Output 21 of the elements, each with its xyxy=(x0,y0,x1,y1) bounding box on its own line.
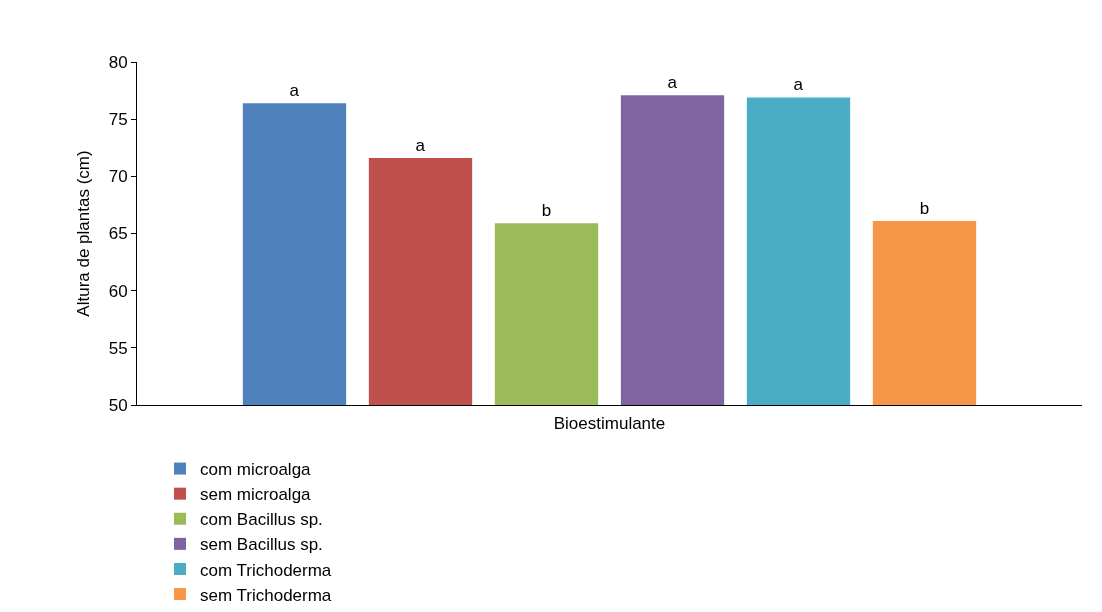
legend-label: sem Trichoderma xyxy=(200,585,332,605)
y-tick-label: 60 xyxy=(108,281,128,301)
y-axis-title: Altura de plantas (cm) xyxy=(74,150,94,317)
legend-label: com Trichoderma xyxy=(200,560,332,580)
data-label: b xyxy=(541,201,552,221)
data-label: a xyxy=(667,73,678,93)
legend-label: sem Bacillus sp. xyxy=(200,535,323,555)
y-tick-label: 75 xyxy=(108,110,128,130)
y-tick-label: 50 xyxy=(108,395,128,415)
x-axis-title: Bioestimulante xyxy=(553,414,666,434)
legend-label: com Bacillus sp. xyxy=(200,510,323,530)
y-tick-label: 70 xyxy=(108,167,128,187)
data-label: b xyxy=(919,198,930,218)
y-tick-label: 65 xyxy=(108,224,128,244)
y-tick-label: 80 xyxy=(108,52,128,72)
legend-label: sem microalga xyxy=(200,485,312,505)
y-tick-label: 55 xyxy=(108,338,128,358)
legend-label: com microalga xyxy=(200,460,312,480)
data-label: a xyxy=(415,136,426,156)
data-label: a xyxy=(289,81,300,101)
data-label: a xyxy=(793,75,804,95)
